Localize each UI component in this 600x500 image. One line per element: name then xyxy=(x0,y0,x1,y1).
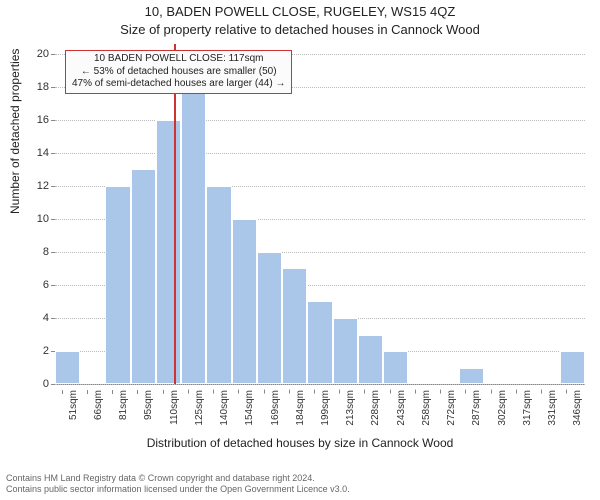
histogram-bar xyxy=(459,368,484,385)
histogram-bar xyxy=(307,301,332,384)
footer-attribution: Contains HM Land Registry data © Crown c… xyxy=(6,473,350,496)
histogram-bar xyxy=(333,318,358,384)
histogram-bar xyxy=(131,169,156,384)
y-tick-label: 2 xyxy=(43,345,49,357)
y-tick-label: 8 xyxy=(43,246,49,258)
y-tick-label: 10 xyxy=(37,213,49,225)
histogram-bar xyxy=(105,186,130,384)
x-tick-label: 228sqm xyxy=(370,390,381,426)
x-tick-label: 125sqm xyxy=(194,390,205,426)
x-tick-label: 169sqm xyxy=(270,390,281,426)
x-tick-label: 199sqm xyxy=(320,390,331,426)
footer-line-2: Contains public sector information licen… xyxy=(6,484,350,496)
annotation-line-size: 10 BADEN POWELL CLOSE: 117sqm xyxy=(72,53,285,66)
y-tick-label: 0 xyxy=(43,378,49,390)
x-tick-label: 302sqm xyxy=(497,390,508,426)
histogram-bar xyxy=(358,335,383,385)
x-tick-label: 272sqm xyxy=(446,390,457,426)
y-tick-label: 14 xyxy=(37,147,49,159)
x-tick-label: 184sqm xyxy=(295,390,306,426)
annotation-line-larger: 47% of semi-detached houses are larger (… xyxy=(72,78,285,91)
x-tick-label: 81sqm xyxy=(118,390,129,420)
histogram-bar xyxy=(206,186,231,384)
y-tick-label: 20 xyxy=(37,48,49,60)
x-axis-label: Distribution of detached houses by size … xyxy=(0,436,600,450)
grid-line xyxy=(55,120,585,121)
x-tick-label: 331sqm xyxy=(547,390,558,426)
chart-title-address: 10, BADEN POWELL CLOSE, RUGELEY, WS15 4Q… xyxy=(0,4,600,19)
x-tick-label: 287sqm xyxy=(471,390,482,426)
y-tick-label: 6 xyxy=(43,279,49,291)
y-tick-label: 18 xyxy=(37,81,49,93)
chart-title-description: Size of property relative to detached ho… xyxy=(0,22,600,37)
x-tick-label: 154sqm xyxy=(244,390,255,426)
x-tick-label: 346sqm xyxy=(572,390,583,426)
property-annotation-box: 10 BADEN POWELL CLOSE: 117sqm ← 53% of d… xyxy=(65,50,292,94)
histogram-bar xyxy=(383,351,408,384)
histogram-bar xyxy=(257,252,282,384)
histogram-bar xyxy=(232,219,257,384)
x-tick-label: 66sqm xyxy=(93,390,104,420)
footer-line-1: Contains HM Land Registry data © Crown c… xyxy=(6,473,350,485)
y-axis-label: Number of detached properties xyxy=(8,49,22,214)
grid-line xyxy=(55,384,585,385)
property-marker-line xyxy=(174,44,176,384)
x-tick-label: 258sqm xyxy=(421,390,432,426)
histogram-bar xyxy=(156,120,181,384)
y-tick-label: 12 xyxy=(37,180,49,192)
histogram-bar xyxy=(560,351,585,384)
y-tick-label: 16 xyxy=(37,114,49,126)
histogram-bar xyxy=(282,268,307,384)
x-tick-label: 95sqm xyxy=(143,390,154,420)
x-tick-label: 51sqm xyxy=(68,390,79,420)
x-tick-label: 110sqm xyxy=(169,390,180,425)
x-tick-label: 140sqm xyxy=(219,390,230,426)
x-tick-label: 243sqm xyxy=(396,390,407,426)
grid-line xyxy=(55,153,585,154)
histogram-bar xyxy=(55,351,80,384)
x-tick-label: 213sqm xyxy=(345,390,356,426)
y-tick-label: 4 xyxy=(43,312,49,324)
chart-plot-area: 02468101214161820 10 BADEN POWELL CLOSE:… xyxy=(55,44,585,385)
annotation-line-smaller: ← 53% of detached houses are smaller (50… xyxy=(72,66,285,79)
histogram-bar xyxy=(181,70,206,384)
x-tick-label: 317sqm xyxy=(522,390,533,426)
